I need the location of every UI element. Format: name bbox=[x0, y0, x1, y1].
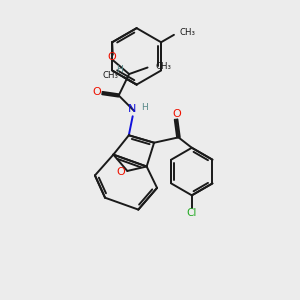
Text: CH₃: CH₃ bbox=[156, 62, 172, 71]
Text: Cl: Cl bbox=[187, 208, 197, 218]
Text: H: H bbox=[116, 65, 123, 74]
Text: H: H bbox=[141, 103, 148, 112]
Text: CH₃: CH₃ bbox=[102, 70, 119, 80]
Text: N: N bbox=[128, 104, 136, 114]
Text: O: O bbox=[92, 87, 101, 97]
Text: O: O bbox=[107, 52, 116, 61]
Text: CH₃: CH₃ bbox=[179, 28, 195, 37]
Text: O: O bbox=[172, 109, 181, 119]
Text: O: O bbox=[116, 167, 125, 177]
